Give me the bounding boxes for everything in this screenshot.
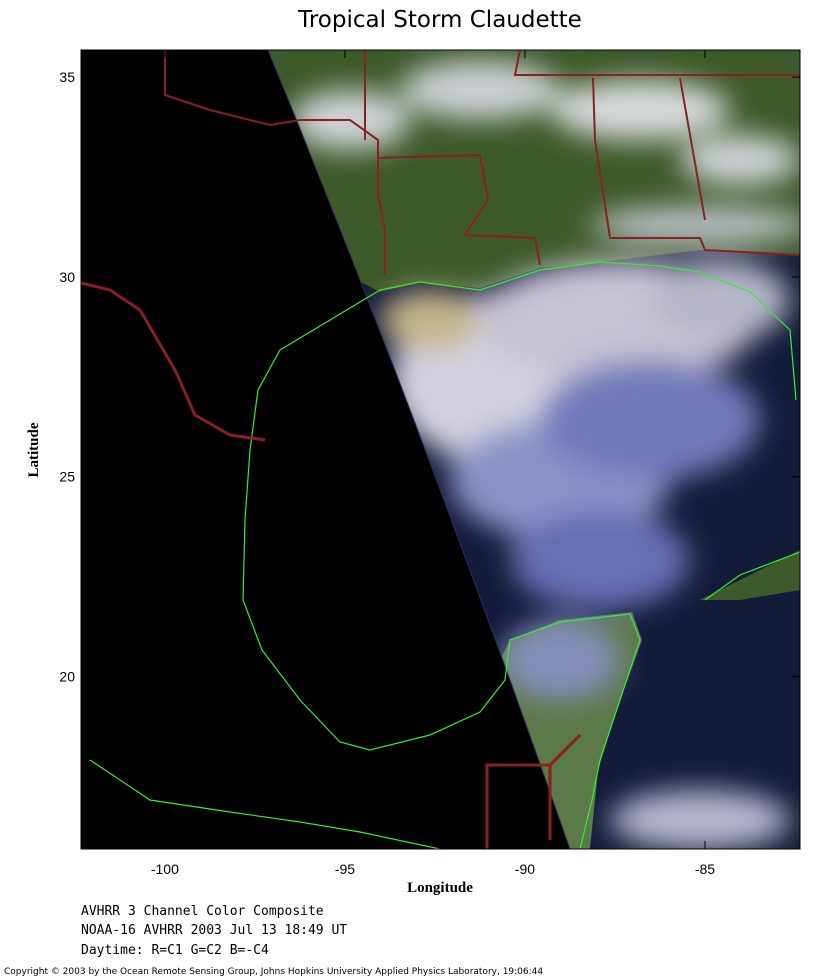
borders: [81, 281, 582, 849]
x-axis-label: Longitude: [407, 880, 473, 896]
y-tick-label: 30: [59, 269, 75, 285]
copyright: Copyright © 2003 by the Ocean Remote Sen…: [4, 967, 543, 977]
y-tick-label: 35: [59, 69, 75, 85]
y-tick-label: 25: [59, 469, 75, 485]
note: Daytime: R=C1 G=C2 B=-C4: [81, 943, 269, 958]
x-tick-label: -90: [515, 861, 535, 877]
satellite-image: [81, 50, 800, 849]
y-tick-label: 20: [59, 668, 75, 684]
state-borders: [164, 50, 800, 275]
note: AVHRR 3 Channel Color Composite: [81, 904, 324, 919]
coastlines: [89, 261, 800, 849]
x-tick-label: -85: [695, 861, 715, 877]
x-tick-label: -100: [151, 861, 179, 877]
terminator: [267, 50, 571, 849]
x-tick-label: -95: [335, 861, 355, 877]
note: NOAA-16 AVHRR 2003 Jul 13 18:49 UT: [81, 923, 347, 938]
y-axis-label: Latitude: [26, 422, 42, 477]
map-title: Tropical Storm Claudette: [297, 7, 582, 33]
map-frame: [80, 49, 801, 850]
